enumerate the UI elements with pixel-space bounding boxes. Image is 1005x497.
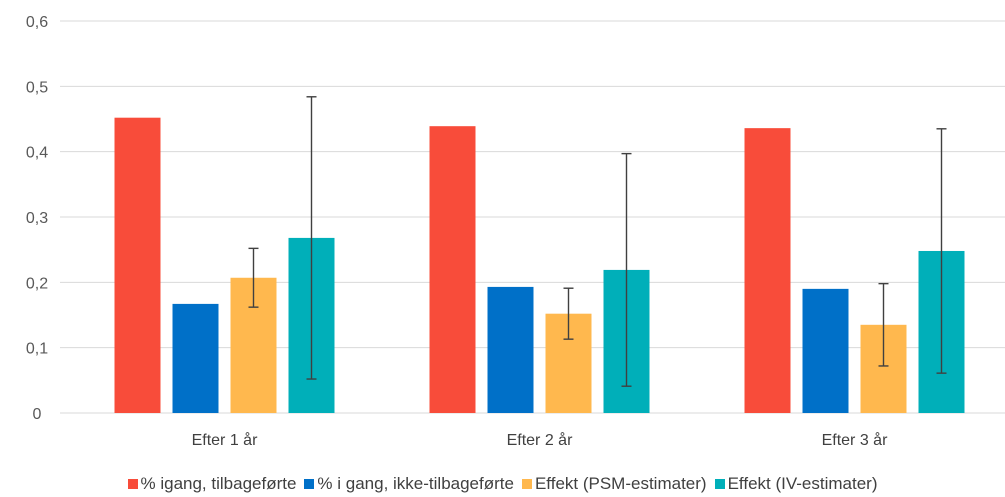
legend-label: Effekt (PSM-estimater) <box>534 474 707 493</box>
y-axis-ticks: 0 0,1 0,2 0,3 0,4 0,5 0,6 <box>26 14 48 423</box>
bar <box>429 126 476 413</box>
x-category-label: Efter 2 år <box>507 431 573 449</box>
error-bars <box>248 96 947 387</box>
legend-item: % igang, tilbageførte <box>127 474 297 494</box>
legend-swatch <box>304 479 315 489</box>
x-axis-categories: Efter 1 år Efter 2 år Efter 3 år <box>192 431 888 449</box>
y-tick-label: 0,5 <box>26 79 48 96</box>
legend-label: % i gang, ikke-tilbageførte <box>317 474 514 493</box>
bar <box>744 128 791 413</box>
y-tick-label: 0 <box>33 406 42 423</box>
bar <box>172 303 219 413</box>
legend-item: Effekt (PSM-estimater) <box>521 474 707 494</box>
legend: % igang, tilbageførte % i gang, ikke-tilb… <box>0 474 1005 494</box>
legend-swatch <box>714 479 725 489</box>
y-tick-label: 0,4 <box>26 145 48 162</box>
y-tick-label: 0,3 <box>26 210 48 227</box>
bar <box>114 117 161 414</box>
x-category-label: Efter 3 år <box>822 431 888 449</box>
bar <box>487 286 534 413</box>
legend-label: % igang, tilbageførte <box>140 474 297 493</box>
x-category-label: Efter 1 år <box>192 431 258 449</box>
legend-label: Effekt (IV-estimater) <box>727 474 878 493</box>
legend-item: Effekt (IV-estimater) <box>714 474 878 494</box>
y-tick-label: 0,6 <box>26 14 48 31</box>
bars <box>114 117 965 414</box>
chart: 0 0,1 0,2 0,3 0,4 0,5 0,6 Efter 1 år Efter 2 år… <box>26 14 1005 449</box>
legend-swatch <box>127 479 138 489</box>
bar <box>802 288 849 413</box>
legend-item: % i gang, ikke-tilbageførte <box>304 474 514 494</box>
y-tick-label: 0,1 <box>26 341 48 358</box>
y-tick-label: 0,2 <box>26 275 48 292</box>
legend-swatch <box>521 479 532 489</box>
